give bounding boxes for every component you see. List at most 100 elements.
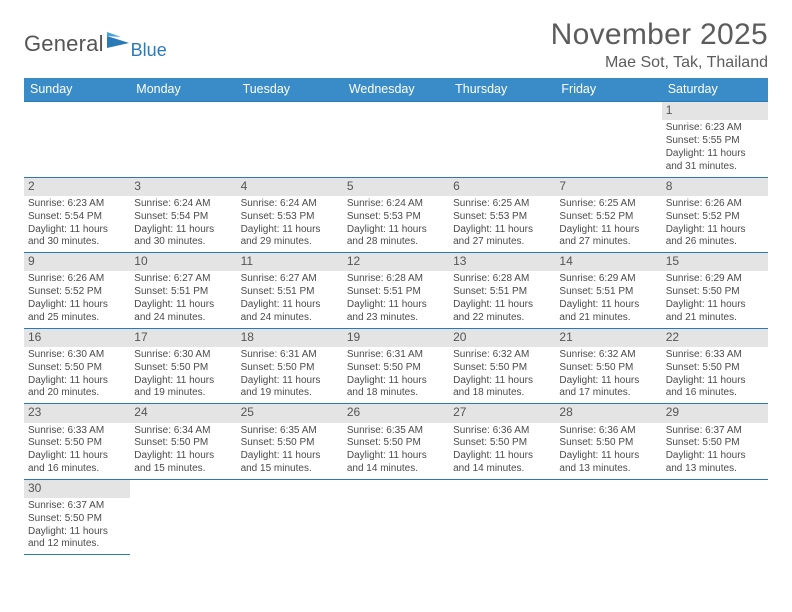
brand-logo: General Blue: [24, 18, 167, 61]
calendar-day-cell: 1Sunrise: 6:23 AMSunset: 5:55 PMDaylight…: [662, 102, 768, 178]
calendar-day-cell: [343, 479, 449, 555]
daylight-line: Daylight: 11 hours and 29 minutes.: [241, 224, 339, 250]
day-number: 23: [24, 404, 130, 422]
daylight-line: Daylight: 11 hours and 30 minutes.: [134, 224, 232, 250]
location-line: Mae Sot, Tak, Thailand: [551, 54, 768, 72]
sunset-line: Sunset: 5:50 PM: [241, 362, 339, 375]
calendar-day-cell: [343, 102, 449, 178]
calendar-day-cell: 10Sunrise: 6:27 AMSunset: 5:51 PMDayligh…: [130, 253, 236, 329]
day-number: 7: [555, 178, 661, 196]
calendar-day-cell: 23Sunrise: 6:33 AMSunset: 5:50 PMDayligh…: [24, 404, 130, 480]
calendar-day-cell: 2Sunrise: 6:23 AMSunset: 5:54 PMDaylight…: [24, 177, 130, 253]
calendar-day-cell: 30Sunrise: 6:37 AMSunset: 5:50 PMDayligh…: [24, 479, 130, 555]
sunset-line: Sunset: 5:50 PM: [666, 362, 764, 375]
day-number: 10: [130, 253, 236, 271]
calendar-day-cell: [555, 102, 661, 178]
daylight-line: Daylight: 11 hours and 14 minutes.: [453, 450, 551, 476]
sunrise-line: Sunrise: 6:36 AM: [559, 425, 657, 438]
day-number: 1: [662, 102, 768, 120]
sunset-line: Sunset: 5:50 PM: [453, 362, 551, 375]
daylight-line: Daylight: 11 hours and 24 minutes.: [134, 299, 232, 325]
day-body: Sunrise: 6:23 AMSunset: 5:54 PMDaylight:…: [24, 196, 130, 252]
day-body: Sunrise: 6:24 AMSunset: 5:53 PMDaylight:…: [343, 196, 449, 252]
page-header: General Blue November 2025 Mae Sot, Tak,…: [24, 18, 768, 72]
sunrise-line: Sunrise: 6:35 AM: [241, 425, 339, 438]
daylight-line: Daylight: 11 hours and 31 minutes.: [666, 148, 764, 174]
sunrise-line: Sunrise: 6:25 AM: [453, 198, 551, 211]
day-body: Sunrise: 6:27 AMSunset: 5:51 PMDaylight:…: [237, 271, 343, 327]
calendar-day-cell: 24Sunrise: 6:34 AMSunset: 5:50 PMDayligh…: [130, 404, 236, 480]
day-body: Sunrise: 6:32 AMSunset: 5:50 PMDaylight:…: [449, 347, 555, 403]
daylight-line: Daylight: 11 hours and 28 minutes.: [347, 224, 445, 250]
calendar-week-row: 23Sunrise: 6:33 AMSunset: 5:50 PMDayligh…: [24, 404, 768, 480]
calendar-day-cell: [449, 102, 555, 178]
sunset-line: Sunset: 5:50 PM: [134, 437, 232, 450]
sunrise-line: Sunrise: 6:32 AM: [453, 349, 551, 362]
day-number: 6: [449, 178, 555, 196]
calendar-day-cell: 13Sunrise: 6:28 AMSunset: 5:51 PMDayligh…: [449, 253, 555, 329]
sunset-line: Sunset: 5:53 PM: [241, 211, 339, 224]
day-number: 4: [237, 178, 343, 196]
calendar-day-cell: [130, 102, 236, 178]
weekday-header: Tuesday: [237, 78, 343, 102]
day-body: Sunrise: 6:35 AMSunset: 5:50 PMDaylight:…: [343, 423, 449, 479]
day-body: Sunrise: 6:33 AMSunset: 5:50 PMDaylight:…: [662, 347, 768, 403]
sunrise-line: Sunrise: 6:26 AM: [666, 198, 764, 211]
day-number: 16: [24, 329, 130, 347]
daylight-line: Daylight: 11 hours and 19 minutes.: [134, 375, 232, 401]
sunset-line: Sunset: 5:54 PM: [134, 211, 232, 224]
day-number: 21: [555, 329, 661, 347]
weekday-header-row: Sunday Monday Tuesday Wednesday Thursday…: [24, 78, 768, 102]
calendar-day-cell: [237, 102, 343, 178]
day-number: 2: [24, 178, 130, 196]
brand-part2: Blue: [131, 40, 167, 61]
sunrise-line: Sunrise: 6:36 AM: [453, 425, 551, 438]
calendar-day-cell: 19Sunrise: 6:31 AMSunset: 5:50 PMDayligh…: [343, 328, 449, 404]
sunset-line: Sunset: 5:51 PM: [453, 286, 551, 299]
sunrise-line: Sunrise: 6:28 AM: [347, 273, 445, 286]
sunrise-line: Sunrise: 6:33 AM: [28, 425, 126, 438]
day-number: 8: [662, 178, 768, 196]
daylight-line: Daylight: 11 hours and 12 minutes.: [28, 526, 126, 552]
day-body: Sunrise: 6:32 AMSunset: 5:50 PMDaylight:…: [555, 347, 661, 403]
day-body: Sunrise: 6:26 AMSunset: 5:52 PMDaylight:…: [24, 271, 130, 327]
daylight-line: Daylight: 11 hours and 15 minutes.: [241, 450, 339, 476]
day-number: 11: [237, 253, 343, 271]
daylight-line: Daylight: 11 hours and 16 minutes.: [666, 375, 764, 401]
sunset-line: Sunset: 5:52 PM: [666, 211, 764, 224]
calendar-day-cell: 4Sunrise: 6:24 AMSunset: 5:53 PMDaylight…: [237, 177, 343, 253]
sunset-line: Sunset: 5:51 PM: [559, 286, 657, 299]
day-body: Sunrise: 6:37 AMSunset: 5:50 PMDaylight:…: [24, 498, 130, 554]
calendar-day-cell: 26Sunrise: 6:35 AMSunset: 5:50 PMDayligh…: [343, 404, 449, 480]
day-number: 13: [449, 253, 555, 271]
calendar-day-cell: [24, 102, 130, 178]
daylight-line: Daylight: 11 hours and 20 minutes.: [28, 375, 126, 401]
day-body: Sunrise: 6:36 AMSunset: 5:50 PMDaylight:…: [449, 423, 555, 479]
day-number: 26: [343, 404, 449, 422]
day-number: 3: [130, 178, 236, 196]
sunrise-line: Sunrise: 6:31 AM: [347, 349, 445, 362]
calendar-day-cell: [130, 479, 236, 555]
calendar-day-cell: 22Sunrise: 6:33 AMSunset: 5:50 PMDayligh…: [662, 328, 768, 404]
calendar-day-cell: 18Sunrise: 6:31 AMSunset: 5:50 PMDayligh…: [237, 328, 343, 404]
sunset-line: Sunset: 5:51 PM: [241, 286, 339, 299]
calendar-day-cell: 3Sunrise: 6:24 AMSunset: 5:54 PMDaylight…: [130, 177, 236, 253]
sunset-line: Sunset: 5:50 PM: [28, 437, 126, 450]
sunrise-line: Sunrise: 6:27 AM: [134, 273, 232, 286]
sunset-line: Sunset: 5:52 PM: [28, 286, 126, 299]
sunset-line: Sunset: 5:52 PM: [559, 211, 657, 224]
daylight-line: Daylight: 11 hours and 25 minutes.: [28, 299, 126, 325]
sunrise-line: Sunrise: 6:29 AM: [666, 273, 764, 286]
daylight-line: Daylight: 11 hours and 15 minutes.: [134, 450, 232, 476]
daylight-line: Daylight: 11 hours and 21 minutes.: [559, 299, 657, 325]
day-body: Sunrise: 6:25 AMSunset: 5:52 PMDaylight:…: [555, 196, 661, 252]
weekday-header: Friday: [555, 78, 661, 102]
sunrise-line: Sunrise: 6:23 AM: [28, 198, 126, 211]
day-body: Sunrise: 6:27 AMSunset: 5:51 PMDaylight:…: [130, 271, 236, 327]
daylight-line: Daylight: 11 hours and 27 minutes.: [559, 224, 657, 250]
daylight-line: Daylight: 11 hours and 14 minutes.: [347, 450, 445, 476]
calendar-day-cell: 27Sunrise: 6:36 AMSunset: 5:50 PMDayligh…: [449, 404, 555, 480]
calendar-day-cell: 15Sunrise: 6:29 AMSunset: 5:50 PMDayligh…: [662, 253, 768, 329]
weekday-header: Monday: [130, 78, 236, 102]
sunrise-line: Sunrise: 6:25 AM: [559, 198, 657, 211]
